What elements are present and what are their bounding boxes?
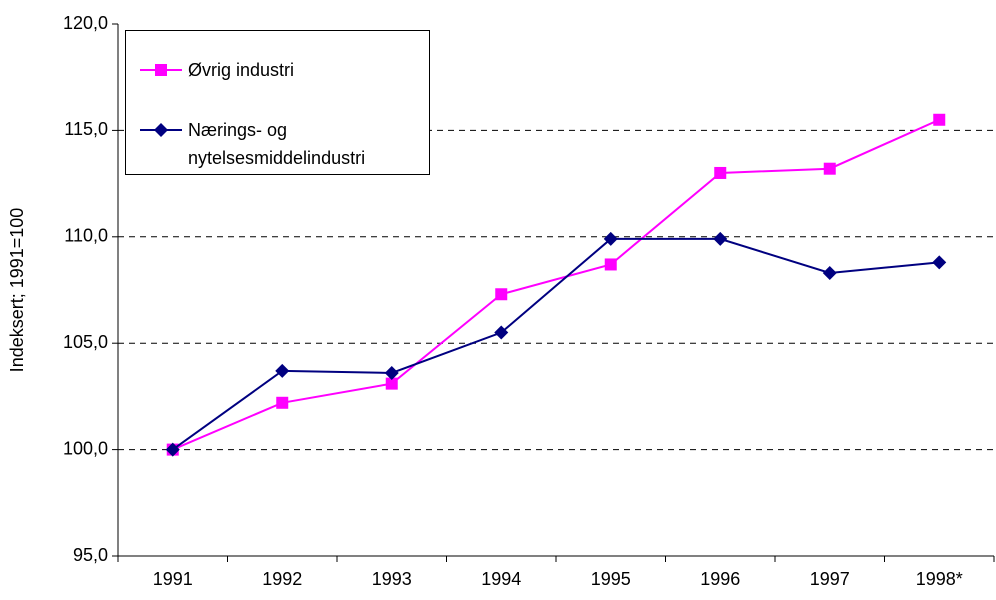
series-line — [172, 118, 940, 451]
x-tick-label: 1994 — [481, 569, 521, 589]
x-tick-label: 1995 — [591, 569, 631, 589]
y-tick-label: 110,0 — [64, 226, 108, 246]
y-tick-label: 115,0 — [64, 119, 108, 139]
marker — [822, 265, 837, 280]
marker — [384, 365, 399, 380]
x-tick-label: 1998* — [916, 569, 963, 589]
y-axis-label: Indeksert; 1991=100 — [7, 208, 27, 373]
x-tick-label: 1993 — [372, 569, 412, 589]
series-line — [172, 237, 940, 451]
x-tick-label: 1996 — [700, 569, 740, 589]
marker — [154, 123, 168, 137]
x-tick-label: 1997 — [810, 569, 850, 589]
marker — [603, 231, 618, 246]
marker — [155, 64, 167, 76]
y-tick-label: 120,0 — [63, 13, 108, 33]
legend-entry: Øvrig industri — [126, 59, 418, 84]
x-tick-label: 1992 — [262, 569, 302, 589]
marker — [165, 442, 180, 457]
legend: Øvrig industri Nærings- og nytelsesmiddel… — [125, 30, 430, 175]
marker — [823, 162, 836, 175]
marker — [932, 255, 947, 270]
marker — [714, 166, 727, 179]
y-tick-label: 100,0 — [63, 438, 108, 458]
marker — [713, 231, 728, 246]
legend-label: Nærings- og nytelsesmiddelindustri — [188, 120, 366, 168]
marker — [385, 377, 398, 390]
legend-symbol — [140, 64, 182, 76]
y-tick-label: 105,0 — [63, 332, 108, 352]
marker — [276, 396, 289, 409]
y-tick-label: 95,0 — [73, 545, 108, 565]
marker — [275, 363, 290, 378]
legend-symbol — [140, 123, 182, 137]
marker — [494, 325, 509, 340]
marker — [933, 113, 946, 126]
marker — [495, 288, 508, 301]
legend-label: Øvrig industri — [188, 60, 295, 80]
marker — [604, 258, 617, 271]
legend-entry: Nærings- og nytelsesmiddelindustri — [126, 119, 418, 172]
x-tick-label: 1991 — [153, 569, 193, 589]
